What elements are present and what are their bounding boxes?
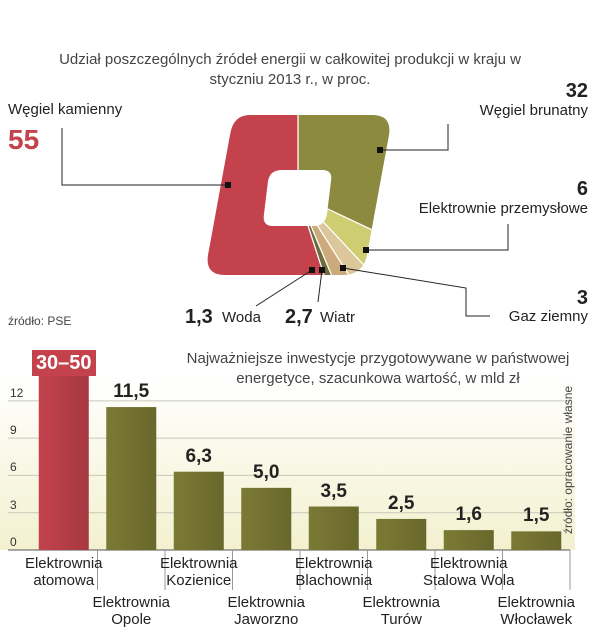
legend-label: Woda	[222, 309, 261, 326]
bar-shade	[511, 531, 562, 550]
value-label: 5,0	[253, 461, 280, 483]
bar-shade	[173, 471, 224, 550]
y-tick-label: 3	[10, 497, 17, 512]
donut-segment	[297, 194, 390, 275]
value-label: 1,6	[455, 504, 482, 526]
leaders	[61, 124, 509, 317]
value-label: 3	[576, 287, 588, 309]
y-tick-label: 0	[10, 535, 17, 549]
leader-line	[317, 269, 323, 303]
bar-shade	[106, 407, 157, 550]
bar-title: Najważniejsze inwestycje przygotowywane …	[186, 350, 570, 387]
leader-dot	[340, 265, 346, 271]
value-label: 3,5	[320, 480, 347, 502]
y-tick-label: 12	[10, 385, 24, 400]
leader-dot	[319, 267, 325, 273]
legend-label: Wiatr	[320, 309, 355, 326]
y-tick-label: 9	[10, 423, 17, 438]
legend-label: Gaz ziemny	[508, 308, 588, 325]
legend-label: Węgiel brunatny	[479, 102, 588, 119]
value-label: 30–50	[31, 350, 96, 376]
donut-segment	[297, 194, 390, 275]
bar-shade	[376, 518, 427, 550]
pie-title: Udział poszczególnych źródeł energii w c…	[59, 51, 521, 88]
value-label: 6,3	[185, 445, 212, 467]
value-label: 1,5	[523, 505, 550, 527]
pie-source: źródło: PSE	[8, 314, 72, 328]
x-tick-label: Elektrownia Włocławek	[497, 594, 576, 628]
donut-hole	[263, 170, 332, 226]
leader-line	[61, 128, 228, 186]
bar-shade	[443, 530, 494, 550]
leader-dot	[363, 247, 369, 253]
legend-label: Elektrownie przemysłowe	[418, 200, 588, 217]
bar-shade	[241, 487, 292, 550]
bar-shade	[38, 376, 89, 550]
donut-segment	[297, 115, 390, 275]
bars	[38, 376, 562, 550]
y-tick-label: 6	[10, 460, 17, 475]
x-tick-label: Elektrownia Opole	[92, 594, 171, 628]
leader-line	[366, 224, 509, 251]
donut-segment	[297, 194, 390, 275]
x-tick-label: Elektrownia Stalowa Wola	[423, 555, 515, 589]
value-label: 6	[576, 178, 588, 200]
value-label: 11,5	[113, 381, 150, 403]
value-label: 32	[565, 80, 588, 102]
leader-dot	[225, 182, 231, 188]
x-tick-label: Elektrownia Turów	[362, 594, 441, 628]
leader-line	[255, 269, 313, 307]
value-label: 55	[8, 124, 40, 155]
value-label: 1,3	[185, 306, 213, 328]
x-tick-label: Elektrownia atomowa	[24, 555, 103, 589]
value-label: 2,5	[388, 492, 415, 514]
x-tick-label: Elektrownia Jaworzno	[227, 594, 306, 628]
legend-label: Węgiel kamienny	[8, 101, 123, 118]
leader-line	[342, 267, 490, 317]
leader-dot	[377, 147, 383, 153]
x-tick-label: Elektrownia Blachownia	[294, 555, 373, 589]
leader-dot	[309, 267, 315, 273]
bar-shade	[308, 506, 359, 550]
value-label: 2,7	[285, 306, 313, 328]
bar-plot	[8, 376, 571, 590]
x-tick-label: Elektrownia Kozienice	[159, 555, 238, 589]
leader-line	[380, 124, 449, 151]
donut-segment	[297, 194, 390, 275]
